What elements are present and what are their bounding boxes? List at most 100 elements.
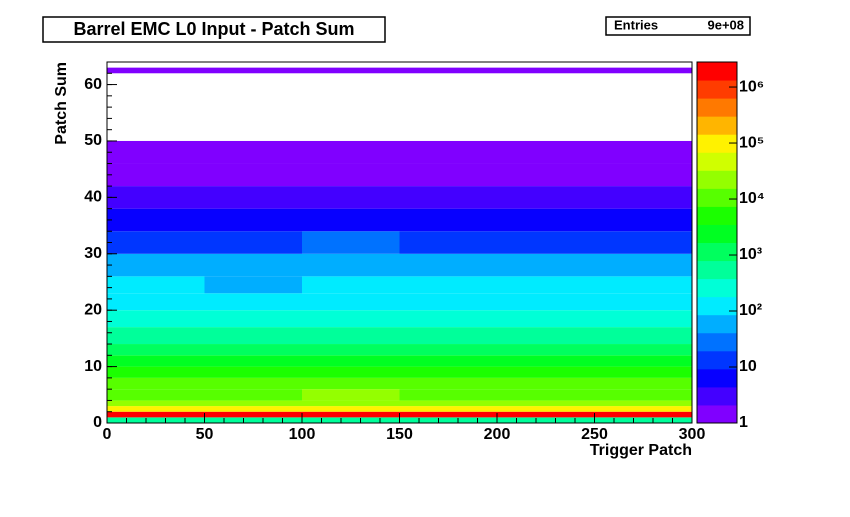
heatmap-cell: [594, 366, 692, 378]
heatmap-cell: [204, 377, 302, 390]
color-scale-band: [697, 314, 737, 334]
x-tick-label: 0: [103, 426, 112, 443]
heatmap-cell: [107, 411, 205, 418]
heatmap-cell: [594, 327, 692, 345]
color-scale-band: [697, 242, 737, 262]
stats-box: [605, 16, 751, 36]
heatmap-cell: [497, 186, 595, 209]
color-scale-band: [697, 368, 737, 388]
z-tick-label: 10²: [739, 302, 762, 319]
heatmap-cell: [594, 208, 692, 232]
heatmap-cell: [399, 208, 497, 232]
heatmap-cell: [107, 406, 205, 412]
heatmap-cell: [204, 310, 302, 328]
heatmap-cell: [204, 389, 302, 401]
heatmap-cell: [302, 163, 400, 187]
heatmap-cell: [302, 400, 400, 407]
heatmap-cell: [497, 293, 595, 311]
color-scale-band: [697, 62, 737, 81]
heatmap-cell: [204, 276, 302, 294]
heatmap-cell: [497, 276, 595, 294]
z-tick-label: 10⁵: [739, 134, 764, 151]
heatmap-cell: [302, 276, 400, 294]
heatmap-cell: [107, 140, 205, 164]
z-tick-label: 10⁶: [739, 78, 764, 95]
color-scale-band: [697, 80, 737, 99]
heatmap-cell: [302, 389, 400, 401]
heatmap-cell: [107, 163, 205, 187]
heatmap-cell: [594, 163, 692, 187]
heatmap-cell: [399, 389, 497, 401]
heatmap-cell: [497, 366, 595, 378]
heatmap-cell: [594, 400, 692, 407]
heatmap-cell: [399, 67, 497, 74]
color-scale-band: [697, 278, 737, 298]
chart-title: Barrel EMC L0 Input - Patch Sum: [73, 19, 354, 39]
heatmap-cell: [107, 253, 205, 277]
heatmap-cell: [302, 208, 400, 232]
heatmap-cell: [302, 406, 400, 412]
heatmap-cell: [399, 406, 497, 412]
z-tick-label: 10: [739, 358, 757, 375]
heatmap-cell: [497, 327, 595, 345]
x-tick-label: 150: [386, 426, 413, 443]
heatmap-cell: [399, 344, 497, 356]
heatmap-cell: [107, 377, 205, 390]
heatmap-cell: [594, 344, 692, 356]
heatmap-cell: [594, 417, 692, 423]
color-scale-band: [697, 386, 737, 406]
y-tick-label: 50: [84, 132, 102, 149]
x-axis-title: Trigger Patch: [590, 442, 692, 459]
heatmap-cell: [497, 355, 595, 367]
color-scale-band: [697, 116, 737, 135]
heatmap-cell: [107, 355, 205, 367]
heatmap-cell: [204, 186, 302, 209]
heatmap-cell: [107, 389, 205, 401]
x-tick-label: 200: [484, 426, 511, 443]
stats-value: 9e+08: [707, 17, 744, 32]
color-scale-band: [697, 350, 737, 370]
heatmap-cell: [594, 276, 692, 294]
heatmap-cell: [399, 355, 497, 367]
x-tick-label: 50: [196, 426, 214, 443]
heatmap-cell: [302, 310, 400, 328]
heatmap-cell: [399, 276, 497, 294]
color-scale-frame: [696, 61, 738, 424]
heatmap-cell: [107, 231, 205, 254]
heatmap-cell: [399, 366, 497, 378]
heatmap-cell: [497, 163, 595, 187]
heatmap-cell: [399, 293, 497, 311]
color-scale-band: [697, 98, 737, 117]
heatmap-cell: [399, 417, 497, 423]
heatmap-cell: [594, 389, 692, 401]
heatmap-cell: [497, 389, 595, 401]
y-tick-label: 0: [93, 414, 102, 431]
heatmap-cell: [594, 140, 692, 164]
y-axis-title: Patch Sum: [53, 62, 70, 145]
heatmap-cell: [302, 186, 400, 209]
heatmap-cell: [399, 140, 497, 164]
heatmap-cell: [204, 67, 302, 74]
z-tick-label: 1: [739, 414, 748, 431]
heatmap-cell: [497, 231, 595, 254]
heatmap-cell: [594, 186, 692, 209]
heatmap-cell: [399, 327, 497, 345]
heatmap-cell: [497, 400, 595, 407]
heatmap-cell: [302, 140, 400, 164]
heatmap-cell: [399, 163, 497, 187]
heatmap-cell: [302, 355, 400, 367]
stats-label: Entries: [614, 17, 658, 32]
heatmap-cell: [204, 355, 302, 367]
heatmap-cell: [302, 327, 400, 345]
z-tick-label: 10⁴: [739, 190, 765, 207]
title-box: [42, 16, 386, 43]
heatmap-cell: [204, 163, 302, 187]
heatmap-cell: [594, 411, 692, 418]
heatmap-cell: [204, 406, 302, 412]
color-scale-band: [697, 224, 737, 243]
y-tick-label: 30: [84, 245, 102, 262]
heatmap-cell: [497, 406, 595, 412]
heatmap-cell: [594, 231, 692, 254]
heatmap-cell: [204, 366, 302, 378]
heatmap-cell: [204, 293, 302, 311]
